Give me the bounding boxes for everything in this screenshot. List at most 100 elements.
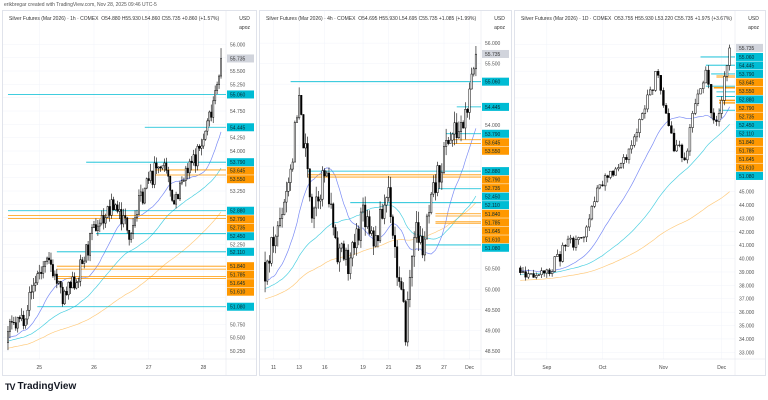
candle-up bbox=[188, 160, 191, 174]
chart-canvas[interactable]: 50.250 50.500 50.750 52.250 53.250 54.000 54.2… bbox=[3, 11, 256, 375]
chart-panel-1d[interactable]: Silver Futures (Mar 2026) · 1D · COMEX O… bbox=[514, 10, 766, 376]
tradingview-logo[interactable]: TV TradingView bbox=[5, 381, 76, 392]
candle-up bbox=[633, 136, 636, 146]
candle-up bbox=[218, 75, 221, 85]
candle-up bbox=[638, 119, 641, 133]
candle-up bbox=[79, 259, 82, 282]
candle-up bbox=[704, 69, 708, 84]
price-tick: 56.000 bbox=[485, 41, 501, 47]
candle-up bbox=[408, 276, 411, 300]
candle-up bbox=[691, 113, 694, 128]
chart-canvas[interactable]: 33.000 34.000 35.000 36.000 37.000 38.000 39.0… bbox=[515, 11, 765, 375]
candle-down bbox=[300, 95, 303, 115]
candle-down bbox=[364, 204, 367, 228]
price-label-bg bbox=[736, 146, 763, 155]
candle-up bbox=[468, 88, 471, 113]
price-axis[interactable]: 33.000 34.000 35.000 36.000 37.000 38.000 39.0… bbox=[736, 43, 763, 356]
candle-down bbox=[169, 176, 172, 191]
candle-up bbox=[387, 187, 390, 198]
candle-down bbox=[391, 216, 394, 236]
level-price-label: 51.840 bbox=[739, 140, 755, 146]
candle-up bbox=[32, 285, 35, 293]
level-price-label: 55.060 bbox=[485, 80, 501, 86]
candle-down bbox=[264, 262, 267, 282]
candle-up bbox=[157, 166, 160, 169]
candle-up bbox=[161, 165, 164, 169]
candle-up bbox=[276, 225, 279, 237]
candle-up bbox=[428, 212, 431, 217]
candle-up bbox=[330, 203, 333, 205]
candle-up bbox=[654, 71, 657, 91]
candle-up bbox=[145, 178, 148, 189]
price-label-bg bbox=[482, 175, 509, 184]
price-axis[interactable]: 48.500 49.000 49.500 50.000 50.500 54.000 55.5… bbox=[482, 41, 509, 355]
time-tick: 13 bbox=[296, 365, 302, 371]
level-price-label: 53.645 bbox=[230, 169, 246, 175]
price-axis[interactable]: 50.250 50.500 50.750 52.250 53.250 54.000 54.2… bbox=[227, 42, 254, 355]
candle-down bbox=[683, 157, 686, 161]
candle-down bbox=[151, 170, 154, 185]
candle-up bbox=[91, 227, 93, 234]
candle-up bbox=[30, 291, 33, 293]
time-tick: 27 bbox=[146, 365, 152, 371]
candle-up bbox=[34, 282, 37, 286]
level-price-label: 52.880 bbox=[230, 209, 246, 215]
candle-up bbox=[622, 157, 625, 164]
candle-down bbox=[664, 105, 668, 114]
candle-down bbox=[147, 178, 150, 181]
candle-up bbox=[351, 242, 354, 259]
time-tick: 16 bbox=[322, 365, 328, 371]
candle-down bbox=[404, 301, 407, 343]
candle-down bbox=[438, 165, 441, 183]
ma-100-line bbox=[7, 211, 222, 349]
candle-down bbox=[672, 132, 676, 152]
candle-down bbox=[376, 235, 379, 242]
level-price-label: 53.645 bbox=[485, 140, 501, 146]
candle-up bbox=[53, 273, 56, 277]
current-price-label: 55.735 bbox=[230, 56, 246, 62]
candle-down bbox=[198, 145, 201, 149]
candle-up bbox=[63, 291, 66, 305]
level-price-label: 52.735 bbox=[485, 186, 501, 192]
candle-up bbox=[545, 269, 549, 274]
chart-panel-1h[interactable]: Silver Futures (Mar 2026) · 1h · COMEX O… bbox=[2, 10, 257, 376]
candle-up bbox=[457, 131, 460, 138]
currency-unit[interactable]: USD apoz bbox=[494, 15, 505, 33]
level-price-label: 52.790 bbox=[739, 106, 755, 112]
price-label-bg bbox=[482, 226, 509, 235]
chart-canvas[interactable]: 48.500 49.000 49.500 50.000 50.500 54.000 55.5… bbox=[260, 11, 511, 375]
candle-up bbox=[445, 140, 448, 147]
candle-up bbox=[406, 299, 409, 343]
candle-down bbox=[601, 184, 604, 187]
candle-down bbox=[14, 322, 17, 329]
candle-up bbox=[574, 239, 578, 248]
candle-up bbox=[26, 309, 29, 320]
candle-up bbox=[678, 144, 681, 146]
candle-up bbox=[149, 170, 152, 181]
chart-panel-4h[interactable]: Silver Futures (Mar 2026) · 4h · COMEX O… bbox=[259, 10, 512, 376]
candle-up bbox=[179, 182, 181, 200]
price-label-bg bbox=[227, 270, 254, 279]
candle-down bbox=[186, 167, 189, 174]
price-label-bg bbox=[736, 103, 763, 112]
price-label-bg bbox=[227, 302, 254, 311]
candle-up bbox=[202, 139, 205, 147]
candle-up bbox=[349, 257, 352, 274]
candle-down bbox=[310, 196, 313, 219]
candle-down bbox=[210, 111, 213, 118]
candle-down bbox=[81, 259, 84, 264]
candle-down bbox=[455, 122, 458, 138]
currency-unit[interactable]: USD apoz bbox=[748, 15, 759, 33]
candle-up bbox=[641, 113, 644, 120]
level-price-label: 51.840 bbox=[485, 212, 501, 218]
level-price-label: 51.645 bbox=[485, 229, 501, 235]
symbol-header: Silver Futures (Mar 2026) · 1D · COMEX O… bbox=[521, 16, 732, 22]
candle-down bbox=[347, 249, 350, 274]
brand-name: TradingView bbox=[17, 381, 77, 392]
candle-up bbox=[646, 94, 649, 110]
time-tick: 11 bbox=[271, 365, 276, 371]
candle-up bbox=[291, 161, 294, 170]
level-price-label: 51.080 bbox=[485, 246, 501, 252]
currency-unit[interactable]: USD apoz bbox=[239, 15, 250, 33]
price-label-bg bbox=[227, 158, 254, 167]
